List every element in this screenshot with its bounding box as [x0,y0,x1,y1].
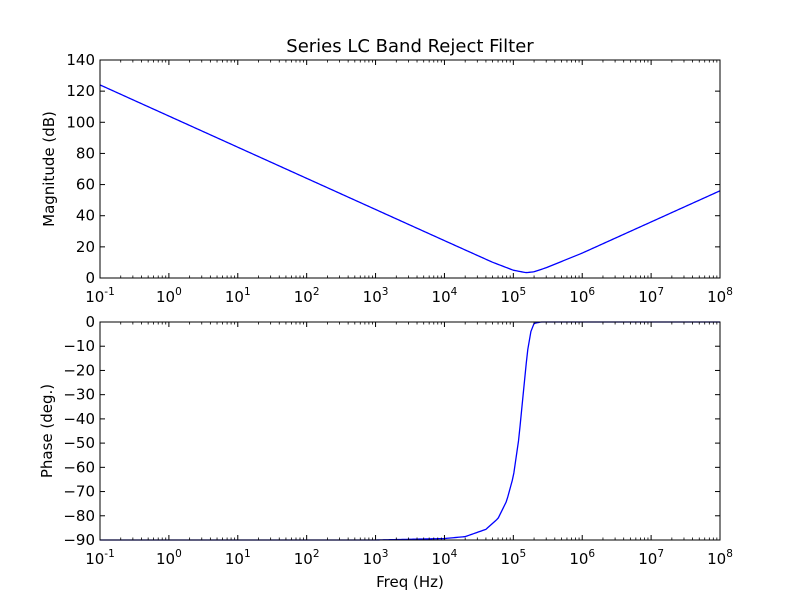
magnitude-axes: 10-1 100 101 102 103 104 105 106 107 108020406080… [66,51,733,306]
magnitude-x-tick-base: 10 [638,288,657,306]
magnitude-y-tick-label: 80 [76,144,95,162]
phase-x-tick-exponent: 2 [313,548,320,560]
phase-x-tick-base: 10 [638,550,657,568]
phase-x-tick-exponent: 5 [520,548,527,560]
magnitude-x-tick-label: 102 [294,286,320,306]
magnitude-y-tick-label: 120 [66,82,95,100]
magnitude-x-tick-base: 10 [500,288,519,306]
phase-y-tick-label: −20 [63,361,95,379]
magnitude-x-tick-exponent: 6 [588,286,595,298]
magnitude-x-tick-label: 10-1 [85,286,115,306]
magnitude-x-tick-exponent: 2 [313,286,320,298]
phase-x-tick-exponent: 7 [657,548,664,560]
magnitude-y-tick-label: 40 [76,207,95,225]
magnitude-x-tick-label: 101 [225,286,251,306]
phase-x-tick-base: 10 [156,550,175,568]
magnitude-y-tick-label: 0 [85,269,95,287]
phase-x-tick-exponent: 3 [382,548,389,560]
magnitude-x-tick-label: 100 [156,286,182,306]
magnitude-x-tick-label: 107 [638,286,664,306]
phase-y-tick-label: −50 [63,434,95,452]
phase-x-tick-label: 108 [707,548,733,568]
phase-y-tick-label: −60 [63,458,95,476]
phase-plot-frame [99,321,721,541]
magnitude-x-tick-exponent: 8 [726,286,733,298]
magnitude-x-tick-exponent: 0 [175,286,182,298]
magnitude-x-tick-base: 10 [156,288,175,306]
magnitude-x-tick-exponent: -1 [104,286,114,298]
magnitude-x-tick-label: 104 [432,286,458,306]
phase-x-tick-base: 10 [569,550,588,568]
magnitude-x-tick-label: 108 [707,286,733,306]
phase-x-tick-base: 10 [432,550,451,568]
phase-x-tick-label: 106 [569,548,595,568]
magnitude-plot-background [100,60,720,278]
magnitude-x-tick-base: 10 [85,288,104,306]
phase-x-tick-label: 10-1 [85,548,115,568]
phase-x-tick-label: 105 [500,548,526,568]
magnitude-plot-frame [99,59,721,279]
magnitude-y-tick-label: 20 [76,238,95,256]
phase-axes: 10-1 100 101 102 103 104 105 106 107 1080−10−20−3… [63,313,733,568]
phase-x-tick-exponent: -1 [104,548,114,560]
magnitude-series-line [99,84,721,274]
magnitude-x-tick-label: 103 [363,286,389,306]
magnitude-y-tick-label: 100 [66,113,95,131]
phase-y-axis-label: Phase (deg.) [38,384,56,478]
phase-x-tick-exponent: 4 [451,548,458,560]
phase-x-tick-exponent: 8 [726,548,733,560]
phase-y-tick-label: 0 [85,313,95,331]
phase-x-tick-base: 10 [85,550,104,568]
magnitude-x-tick-base: 10 [432,288,451,306]
phase-y-tick-label: −70 [63,483,95,501]
phase-x-tick-label: 104 [432,548,458,568]
phase-plot-background [100,322,720,540]
magnitude-x-tick-base: 10 [294,288,313,306]
phase-x-tick-base: 10 [294,550,313,568]
magnitude-x-tick-base: 10 [569,288,588,306]
magnitude-x-tick-base: 10 [707,288,726,306]
magnitude-y-axis-label: Magnitude (dB) [40,111,58,227]
magnitude-x-tick-exponent: 4 [451,286,458,298]
phase-x-tick-label: 100 [156,548,182,568]
chart-title: Series LC Band Reject Filter [286,36,534,57]
magnitude-x-tick-exponent: 3 [382,286,389,298]
magnitude-plot-area [99,60,721,278]
magnitude-y-tick-label: 140 [66,51,95,69]
phase-x-tick-exponent: 1 [244,548,251,560]
magnitude-y-tick-label: 60 [76,176,95,194]
phase-x-tick-label: 102 [294,548,320,568]
magnitude-x-tick-exponent: 1 [244,286,251,298]
phase-x-tick-base: 10 [500,550,519,568]
phase-x-tick-base: 10 [363,550,382,568]
phase-x-tick-label: 107 [638,548,664,568]
phase-x-tick-exponent: 0 [175,548,182,560]
phase-y-tick-label: −30 [63,386,95,404]
phase-y-tick-label: −90 [63,531,95,549]
phase-y-tick-label: −80 [63,507,95,525]
magnitude-x-tick-base: 10 [363,288,382,306]
phase-x-tick-exponent: 6 [588,548,595,560]
magnitude-x-tick-exponent: 5 [520,286,527,298]
phase-x-tick-base: 10 [225,550,244,568]
magnitude-x-tick-label: 105 [500,286,526,306]
phase-x-tick-label: 101 [225,548,251,568]
magnitude-x-tick-label: 106 [569,286,595,306]
magnitude-x-tick-exponent: 7 [657,286,664,298]
phase-y-tick-label: −10 [63,337,95,355]
phase-y-tick-label: −40 [63,410,95,428]
phase-plot-area [100,321,720,541]
phase-x-tick-label: 103 [363,548,389,568]
phase-x-tick-base: 10 [707,550,726,568]
phase-x-axis-label: Freq (Hz) [376,573,444,591]
magnitude-x-tick-base: 10 [225,288,244,306]
